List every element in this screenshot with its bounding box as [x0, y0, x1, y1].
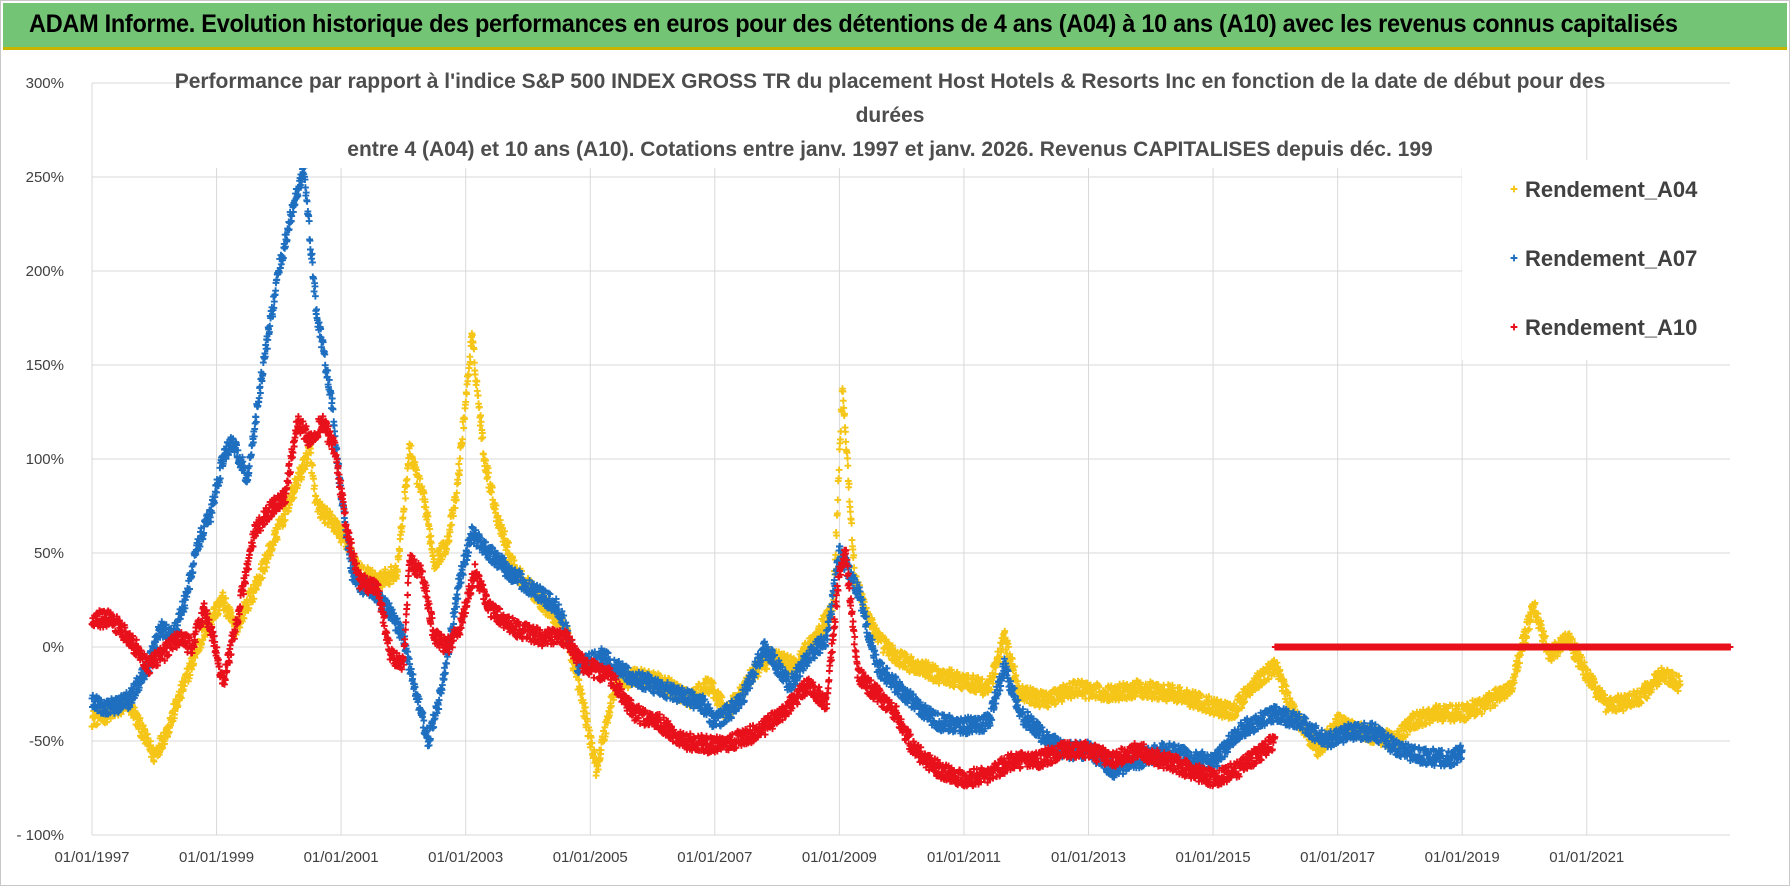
data-point — [174, 702, 182, 710]
y-tick-label: 0% — [42, 639, 64, 656]
data-point — [844, 462, 852, 470]
data-point — [250, 595, 258, 603]
data-point — [835, 466, 843, 474]
data-point — [834, 496, 842, 504]
data-point — [455, 460, 463, 468]
x-tick-label: 01/01/1997 — [54, 849, 129, 866]
data-point — [836, 445, 843, 453]
data-points — [88, 161, 1734, 790]
data-point — [253, 586, 260, 593]
x-tick-label: 01/01/2007 — [677, 849, 752, 866]
data-point — [402, 495, 409, 502]
header-banner: ADAM Informe. Evolution historique des p… — [3, 3, 1787, 50]
y-tick-label: 250% — [26, 169, 64, 186]
data-point — [848, 536, 856, 544]
data-point — [94, 720, 101, 728]
data-point — [171, 707, 179, 715]
header-title: ADAM Informe. Evolution historique des p… — [29, 10, 1678, 38]
data-point — [471, 371, 479, 378]
x-tick-label: 01/01/2009 — [802, 849, 877, 866]
data-point — [305, 217, 313, 225]
data-point — [263, 559, 271, 567]
data-point — [839, 397, 847, 405]
data-point — [427, 539, 435, 547]
data-point — [303, 197, 311, 205]
data-point — [330, 422, 338, 429]
data-point — [312, 292, 319, 300]
data-point — [465, 371, 472, 379]
x-tick-label: 01/01/2001 — [304, 849, 379, 866]
data-point — [186, 671, 194, 679]
y-tick-label: - 100% — [16, 827, 64, 844]
data-point — [261, 567, 269, 575]
x-tick-label: 01/01/2019 — [1425, 849, 1500, 866]
data-point — [456, 455, 464, 462]
data-point — [473, 378, 481, 385]
y-tick-label: 50% — [34, 545, 64, 562]
data-point — [256, 383, 264, 391]
x-tick-label: 01/01/2011 — [927, 849, 1001, 866]
data-point — [219, 589, 227, 596]
y-tick-label: 100% — [26, 451, 64, 468]
x-axis: 01/01/1997 01/01/1999 01/01/2001 01/01/2003… — [54, 849, 1624, 866]
y-tick-label: 200% — [26, 263, 64, 280]
data-point — [267, 551, 274, 559]
data-point — [214, 610, 222, 618]
y-tick-label: -50% — [29, 733, 64, 750]
x-tick-label: 01/01/2003 — [428, 849, 503, 866]
y-tick-label: 150% — [26, 357, 64, 374]
data-point — [399, 514, 407, 521]
data-point — [161, 740, 169, 748]
data-point — [477, 418, 485, 426]
data-point — [847, 508, 854, 516]
data-point — [313, 306, 320, 313]
data-point — [136, 714, 144, 722]
data-point — [474, 392, 482, 399]
y-tick-label: 300% — [26, 75, 64, 92]
data-point — [245, 604, 253, 612]
data-point — [139, 722, 147, 729]
x-tick-label: 01/01/2021 — [1549, 849, 1624, 866]
data-point — [177, 694, 185, 702]
data-point — [150, 758, 158, 765]
data-point — [255, 394, 263, 402]
data-point — [272, 287, 279, 295]
data-point — [842, 428, 849, 436]
x-tick-label: 01/01/2015 — [1176, 849, 1251, 866]
data-point — [147, 737, 154, 745]
data-point — [222, 594, 230, 602]
data-point — [92, 721, 100, 729]
data-point — [403, 475, 411, 483]
data-point — [257, 389, 264, 397]
data-point — [227, 609, 235, 616]
data-point — [240, 615, 248, 622]
x-tick-label: 01/01/2005 — [553, 849, 628, 866]
data-point — [848, 519, 855, 527]
x-tick-label: 01/01/2017 — [1300, 849, 1375, 866]
data-point — [479, 434, 487, 441]
data-point — [190, 660, 198, 668]
x-tick-label: 01/01/1999 — [179, 849, 254, 866]
data-point — [844, 454, 851, 462]
x-tick-label: 01/01/2013 — [1051, 849, 1126, 866]
data-point — [309, 259, 316, 266]
y-axis: 300% 250% 200% 150% 100% 50% 0% -50% - 100% — [16, 75, 64, 844]
data-point — [258, 574, 266, 582]
data-point — [306, 237, 314, 245]
data-point — [188, 665, 196, 673]
